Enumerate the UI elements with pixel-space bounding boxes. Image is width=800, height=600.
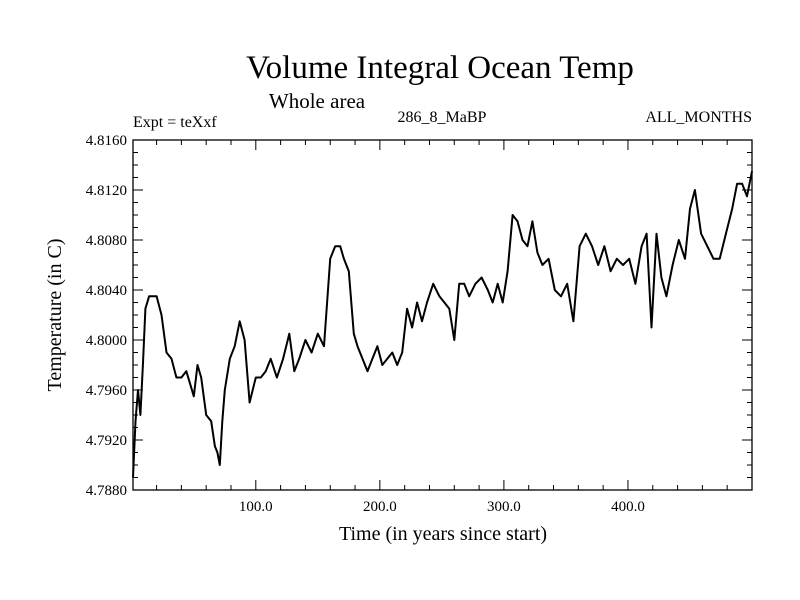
experiment-label: Expt = teXxf	[133, 114, 217, 131]
x-axis-label: Time (in years since start)	[339, 523, 547, 545]
months-label: ALL_MONTHS	[645, 109, 752, 126]
axis-ticks	[133, 139, 752, 491]
y-tick-label: 4.8000	[86, 333, 127, 349]
y-tick-label: 4.8080	[86, 233, 127, 249]
y-tick-label: 4.7960	[86, 383, 127, 399]
y-axis-label: Temperature (in C)	[44, 239, 66, 392]
y-tick-label: 4.8160	[86, 133, 127, 149]
y-tick-label: 4.7920	[86, 433, 127, 449]
y-tick-label: 4.7880	[86, 483, 127, 499]
plot-frame	[132, 139, 753, 491]
chart-subtitle: Whole area	[269, 89, 366, 113]
x-tick-label: 400.0	[611, 499, 645, 515]
x-tick-label: 300.0	[487, 499, 521, 515]
data-series-line	[132, 171, 753, 478]
x-tick-label: 200.0	[363, 499, 397, 515]
axis-tick-labels: 4.7880 4.7920 4.7960 4.8000 4.8040 4.8080 4.81…	[86, 133, 645, 515]
chart-title: Volume Integral Ocean Temp	[246, 50, 634, 86]
x-tick-label: 100.0	[239, 499, 273, 515]
period-label: 286_8_MaBP	[398, 109, 487, 126]
y-tick-label: 4.8120	[86, 183, 127, 199]
y-tick-label: 4.8040	[86, 283, 127, 299]
